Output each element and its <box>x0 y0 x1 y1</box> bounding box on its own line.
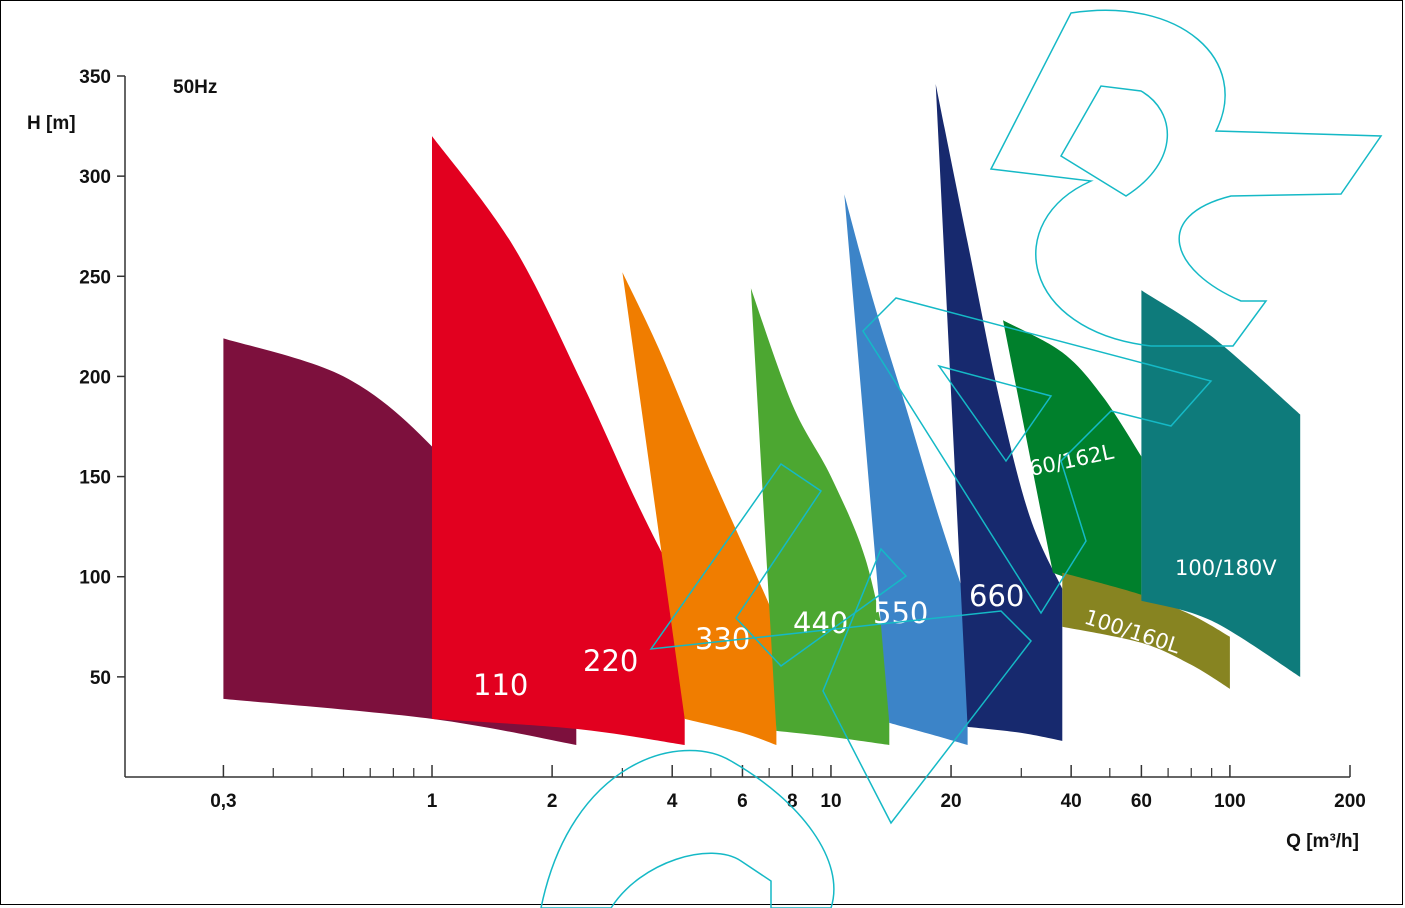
x-tick-label: 100 <box>1214 791 1246 812</box>
performance-bands <box>223 84 1301 746</box>
watermark-stroke <box>989 9 1383 347</box>
axes: 50 100 150 200 250 300 350 0,3 1 2 4 6 8 10 20 40 60 100… <box>79 67 1366 812</box>
y-tick-label: 50 <box>90 668 111 689</box>
x-tick-label: 40 <box>1061 791 1082 812</box>
y-tick-label: 300 <box>79 167 111 188</box>
frequency-annotation: 50Hz <box>173 77 217 98</box>
watermark-logo <box>540 9 1383 908</box>
x-tick-label: 60 <box>1131 791 1152 812</box>
band-label: 220 <box>583 644 638 678</box>
band-100-180v <box>1141 290 1301 677</box>
band-label: 100/180V <box>1175 556 1277 580</box>
x-tick-label: 200 <box>1334 791 1366 812</box>
x-tick-label: 2 <box>547 791 558 812</box>
y-axis-title: H [m] <box>27 113 76 134</box>
x-tick-label: 4 <box>667 791 678 812</box>
y-ticks: 50 100 150 200 250 300 350 <box>79 67 125 689</box>
y-tick-label: 350 <box>79 67 111 88</box>
y-tick-label: 250 <box>79 267 111 288</box>
band-label: 110 <box>473 668 528 702</box>
band-label: 660 <box>969 579 1024 613</box>
band-660 <box>935 84 1063 741</box>
x-tick-label: 20 <box>940 791 961 812</box>
band-550 <box>844 194 968 745</box>
band-100-160l <box>1062 572 1230 689</box>
x-axis-title: Q [m³/h] <box>1286 831 1359 852</box>
band-label: 550 <box>873 596 928 630</box>
x-tick-label: 6 <box>737 791 748 812</box>
x-tick-label: 1 <box>427 791 438 812</box>
x-tick-label: 0,3 <box>210 791 236 812</box>
watermark-stroke <box>649 462 1032 825</box>
band-440 <box>750 288 890 745</box>
y-tick-label: 200 <box>79 367 111 388</box>
band-220 <box>432 136 685 746</box>
x-tick-label: 10 <box>820 791 841 812</box>
x-tick-label: 8 <box>787 791 798 812</box>
y-tick-label: 100 <box>79 568 111 589</box>
band-330 <box>622 272 777 745</box>
band-60-162l <box>1003 320 1142 601</box>
y-tick-label: 150 <box>79 468 111 489</box>
watermark-stroke <box>540 749 835 908</box>
band-label: 440 <box>793 606 848 640</box>
x-ticks: 0,3 1 2 4 6 8 10 20 40 60 100 200 <box>210 765 1366 812</box>
watermark-stroke <box>862 297 1213 615</box>
